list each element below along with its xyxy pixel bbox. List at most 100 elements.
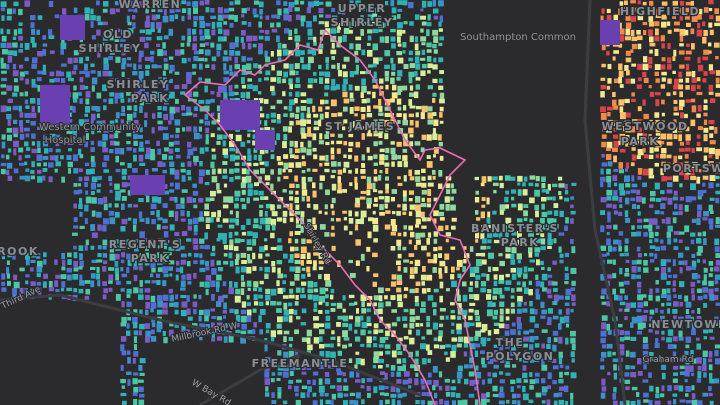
building [241,8,247,14]
building [354,113,358,117]
place-label: ROOK [0,245,39,258]
building [145,309,149,315]
building [169,168,175,175]
building [684,154,689,159]
building [517,259,521,264]
building [277,238,282,243]
building [613,400,618,405]
building [336,84,340,90]
building [308,56,314,64]
building [660,294,667,298]
building [458,336,464,343]
building [264,238,268,242]
building [210,15,217,19]
building [294,148,300,153]
building [139,288,144,294]
building [373,105,379,109]
building [126,92,132,96]
building [169,322,174,327]
building [252,140,257,146]
building [102,239,108,246]
building [193,204,198,209]
building [264,378,271,385]
building [516,316,521,324]
building [313,323,319,329]
building [402,155,408,161]
building [685,336,692,343]
building [222,204,229,209]
building [330,140,335,145]
building [108,203,112,208]
building [697,22,701,29]
building [475,190,479,195]
building [546,225,553,231]
building [72,133,77,140]
building [643,113,649,120]
building [643,56,648,63]
building [415,63,421,70]
building [373,343,378,348]
building [31,84,38,88]
building [714,175,720,180]
building [547,337,551,344]
building [421,42,426,46]
building [223,260,229,265]
building [145,302,150,309]
building [199,119,204,124]
building [655,119,660,125]
building [55,140,60,147]
building [348,343,352,347]
building [390,0,395,7]
building [144,112,148,118]
building [661,267,666,274]
building [223,77,230,83]
building [636,205,640,209]
building [374,197,378,202]
building [114,35,120,42]
building [384,196,390,203]
building [463,351,468,357]
building [690,316,695,324]
building [294,155,299,159]
building [439,217,445,221]
building [223,336,228,343]
building [505,217,512,224]
building [390,281,397,287]
building [313,282,318,288]
building [648,57,653,64]
place-label: THE [496,336,525,349]
building [421,336,426,340]
building [660,315,665,322]
building [697,190,704,197]
building [714,8,719,14]
building [451,280,457,288]
building [343,385,349,391]
building [708,84,713,91]
building [313,260,317,267]
building [672,196,678,201]
building [625,141,630,147]
building [151,7,156,12]
building [199,211,204,219]
building [644,253,648,257]
building [379,204,384,211]
building [505,343,510,349]
building [216,141,221,145]
building [288,162,294,168]
building [390,386,396,392]
building [409,316,416,323]
building [481,252,486,257]
building [499,301,505,307]
building [666,189,673,194]
building [439,15,443,23]
building [307,386,312,393]
building [78,203,83,209]
building [528,351,533,357]
building [378,15,382,21]
building [355,197,360,204]
building [354,50,359,56]
building [397,246,401,251]
building [642,350,649,356]
building [511,400,517,405]
building [90,266,96,270]
